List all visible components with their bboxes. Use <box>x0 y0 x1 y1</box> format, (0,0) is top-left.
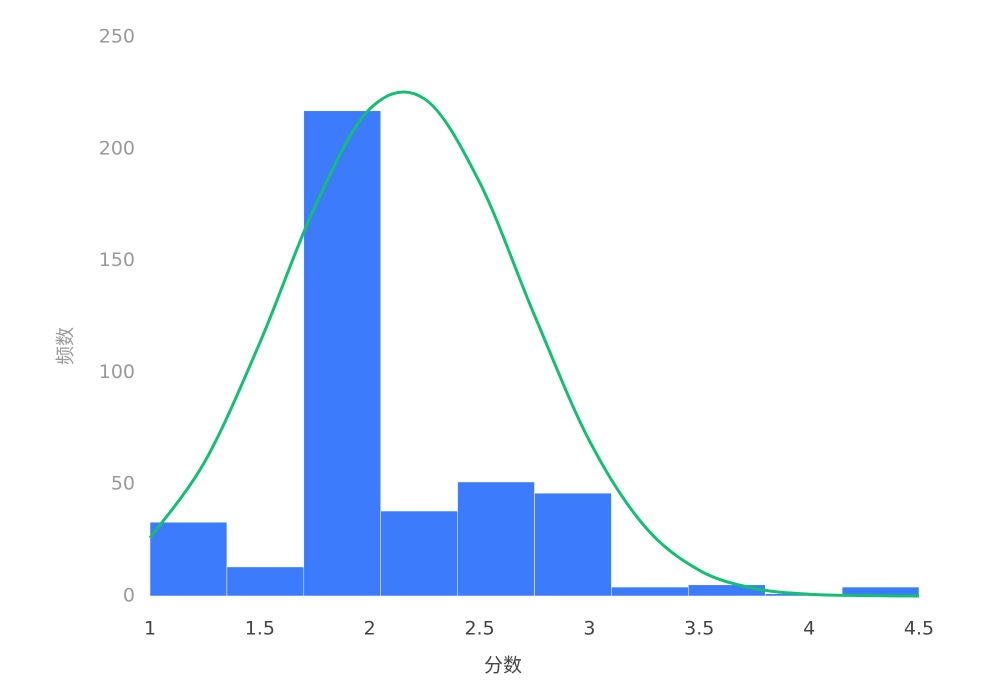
bar <box>380 510 458 597</box>
x-tick-label: 3.5 <box>684 618 714 640</box>
y-tick-label: 150 <box>99 249 135 271</box>
fit-curve <box>148 90 920 598</box>
x-axis-label: 分数 <box>484 655 522 677</box>
x-tick-label: 4.5 <box>904 618 934 640</box>
x-tick-label: 2 <box>364 618 376 640</box>
y-tick-label: 200 <box>99 137 135 159</box>
bar <box>226 566 305 597</box>
bar <box>303 110 381 597</box>
bar <box>611 586 689 597</box>
y-axis-label: 频数 <box>55 327 77 365</box>
y-tick-label: 50 <box>111 473 135 495</box>
y-tick-label: 100 <box>99 361 135 383</box>
x-tick-label: 2.5 <box>464 618 494 640</box>
bar <box>688 584 766 597</box>
bar <box>149 521 228 597</box>
y-tick-label: 0 <box>123 585 135 607</box>
bar <box>534 492 612 597</box>
bar <box>457 481 535 597</box>
x-tick-label: 4 <box>803 618 815 640</box>
x-tick-label: 1 <box>144 618 156 640</box>
x-tick-label: 1.5 <box>245 618 275 640</box>
y-tick-label: 250 <box>99 26 135 48</box>
x-tick-label: 3 <box>583 618 595 640</box>
